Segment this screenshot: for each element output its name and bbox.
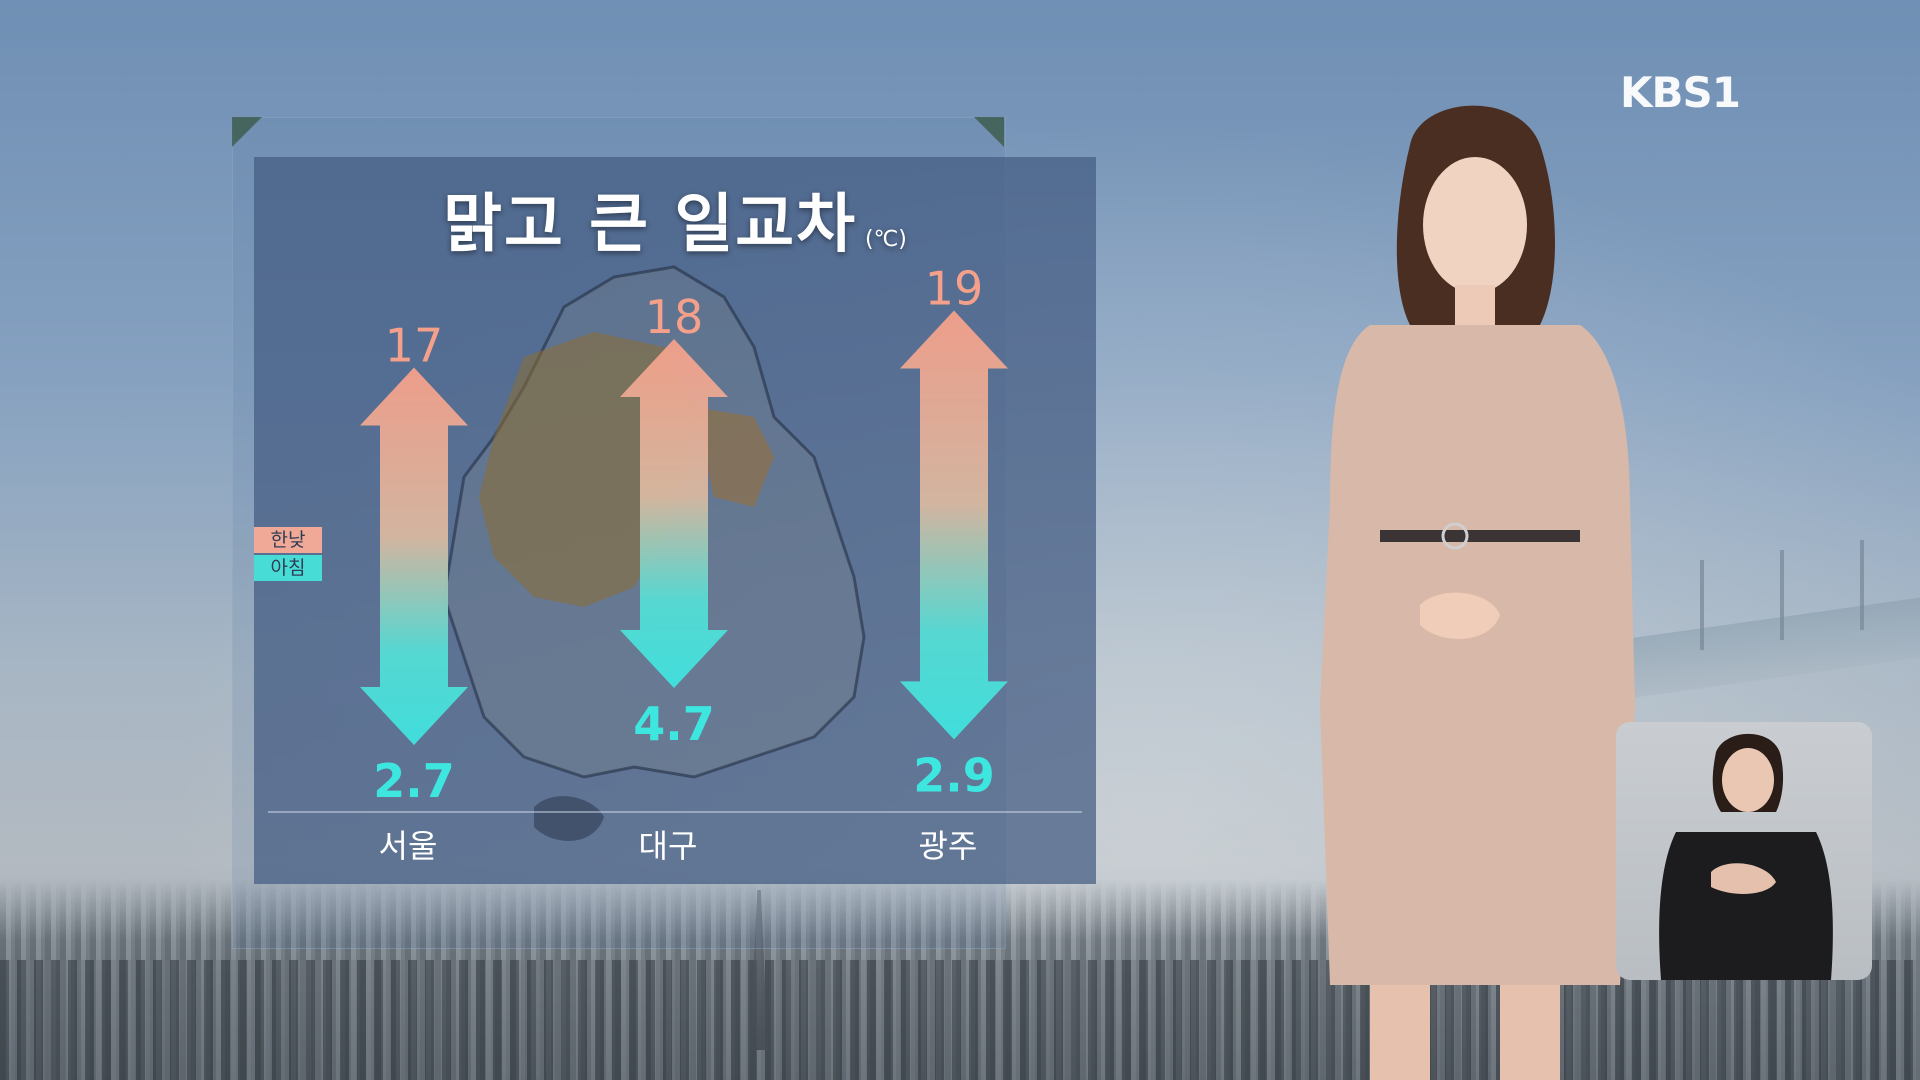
presenter-belt: [1380, 530, 1580, 542]
chart-title: 맑고 큰 일교차 (℃): [254, 173, 1096, 265]
bars-group: [360, 310, 1008, 746]
jeju-island: [534, 796, 604, 841]
high-value-label: 18: [645, 290, 704, 344]
low-value-label: 4.7: [633, 697, 715, 751]
sign-language-inset: [1616, 722, 1872, 980]
kbs1-logo: KBS1: [1620, 68, 1741, 117]
labels-group: 17 2.7 서울 18 4.7 대구 19 2.9 광주: [373, 262, 995, 866]
presenter-dress: [1320, 325, 1635, 985]
signer-face: [1722, 748, 1774, 812]
high-value-label: 19: [925, 262, 984, 316]
presenter-belt-buckle: [1441, 522, 1469, 550]
presenter-figure: [1320, 105, 1635, 1080]
presenter-hands: [1420, 592, 1500, 639]
category-label: 대구: [639, 827, 698, 865]
bridge-pillar: [1860, 540, 1864, 630]
frame-corner-right: [974, 117, 1004, 147]
weather-chart-panel: 맑고 큰 일교차 (℃) 한낮 아침 17 2.7 서울 18 4.7 대구 19 2.9 광주: [254, 157, 1096, 884]
frame-corner-left: [232, 117, 262, 147]
legend-item-high: 한낮: [254, 527, 322, 553]
low-value-label: 2.7: [373, 754, 455, 808]
range-arrow-2: [620, 339, 728, 689]
presenter-leg-right: [1500, 985, 1560, 1080]
bridge-pillar: [1700, 560, 1704, 650]
presenter-face: [1423, 157, 1527, 293]
signer-body: [1659, 832, 1833, 980]
presenter-neck: [1455, 285, 1495, 325]
high-value-label: 17: [385, 319, 444, 373]
chart-unit: (℃): [864, 227, 907, 252]
frame-corners: [232, 117, 1004, 147]
presenter-leg-left: [1370, 985, 1430, 1080]
bridge-pillar: [1780, 550, 1784, 640]
chart-plot: 17 2.7 서울 18 4.7 대구 19 2.9 광주: [268, 262, 1082, 866]
chart-title-text: 맑고 큰 일교차: [443, 188, 857, 262]
legend-item-low: 아침: [254, 555, 322, 581]
category-label: 서울: [379, 827, 438, 865]
dust-region-east: [694, 407, 774, 507]
category-label: 광주: [919, 827, 978, 865]
signer-hands: [1711, 863, 1776, 894]
low-value-label: 2.9: [913, 748, 995, 802]
range-arrow-1: [360, 367, 468, 746]
range-arrow-3: [900, 310, 1008, 740]
signer-figure: [1659, 733, 1833, 980]
